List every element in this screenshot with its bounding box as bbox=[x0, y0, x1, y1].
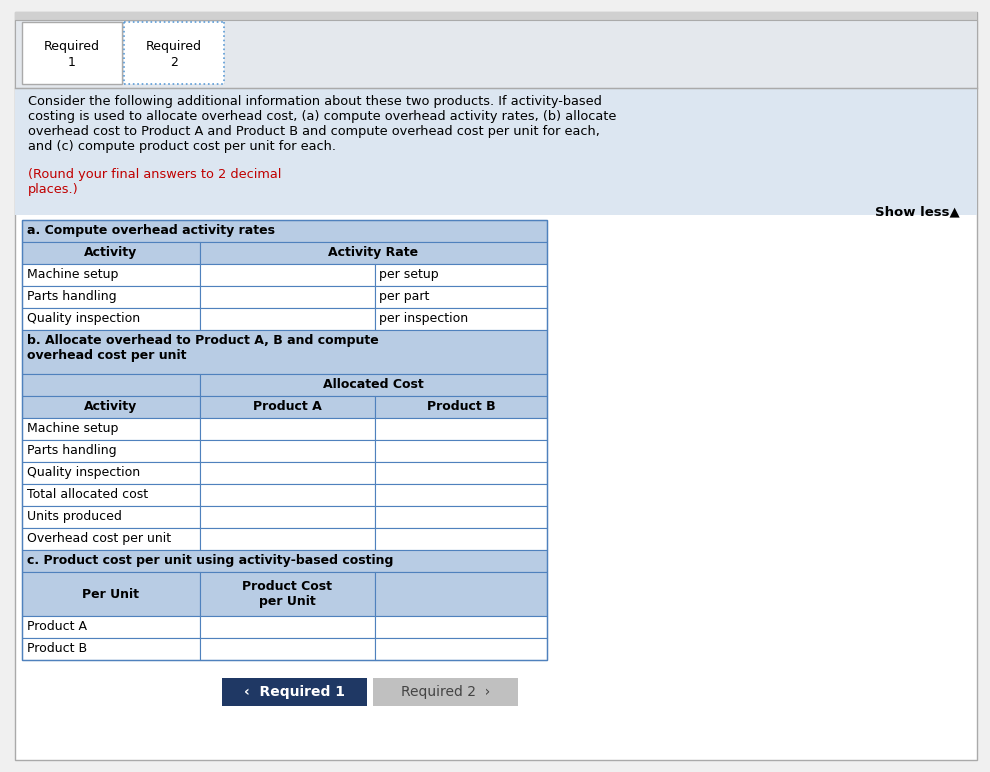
Bar bbox=[200, 462, 375, 484]
Text: Product A: Product A bbox=[253, 400, 322, 413]
Bar bbox=[375, 638, 547, 660]
Text: Required: Required bbox=[146, 40, 202, 53]
Text: Units produced: Units produced bbox=[27, 510, 122, 523]
Text: Activity: Activity bbox=[84, 246, 138, 259]
Bar bbox=[200, 286, 375, 308]
Bar bbox=[200, 616, 375, 638]
Text: Machine setup: Machine setup bbox=[27, 422, 119, 435]
Bar bbox=[22, 418, 200, 440]
Bar bbox=[375, 462, 547, 484]
Bar bbox=[200, 396, 375, 418]
Bar bbox=[15, 20, 977, 88]
Bar bbox=[22, 308, 200, 330]
Bar bbox=[375, 506, 547, 528]
Bar bbox=[22, 550, 547, 572]
Text: a. Compute overhead activity rates: a. Compute overhead activity rates bbox=[27, 224, 275, 237]
Text: Parts handling: Parts handling bbox=[27, 444, 117, 457]
Bar bbox=[22, 484, 200, 506]
Text: Show less▲: Show less▲ bbox=[875, 205, 960, 218]
Bar bbox=[200, 528, 375, 550]
Text: 2: 2 bbox=[170, 56, 178, 69]
Bar bbox=[22, 396, 200, 418]
Text: Allocated Cost: Allocated Cost bbox=[323, 378, 424, 391]
Bar bbox=[22, 638, 200, 660]
Text: per setup: per setup bbox=[379, 268, 439, 281]
Bar bbox=[373, 678, 518, 706]
Bar bbox=[22, 220, 547, 660]
Bar bbox=[200, 242, 547, 264]
Bar bbox=[22, 506, 200, 528]
Bar bbox=[375, 572, 547, 616]
Bar bbox=[15, 12, 977, 20]
Text: per part: per part bbox=[379, 290, 430, 303]
Text: 1: 1 bbox=[68, 56, 76, 69]
Text: Consider the following additional information about these two products. If activ: Consider the following additional inform… bbox=[28, 95, 617, 153]
Text: Product Cost
per Unit: Product Cost per Unit bbox=[243, 580, 333, 608]
Bar bbox=[22, 616, 200, 638]
Bar bbox=[22, 220, 547, 242]
Bar bbox=[22, 374, 200, 396]
Text: per inspection: per inspection bbox=[379, 312, 468, 325]
Text: (Round your final answers to 2 decimal
places.): (Round your final answers to 2 decimal p… bbox=[28, 168, 281, 196]
Bar bbox=[22, 286, 200, 308]
Bar bbox=[15, 88, 977, 215]
Bar bbox=[200, 418, 375, 440]
Bar bbox=[375, 418, 547, 440]
Bar bbox=[22, 462, 200, 484]
Bar bbox=[200, 308, 375, 330]
Bar bbox=[375, 396, 547, 418]
Text: Quality inspection: Quality inspection bbox=[27, 466, 141, 479]
Text: Activity Rate: Activity Rate bbox=[329, 246, 419, 259]
Text: Required: Required bbox=[44, 40, 100, 53]
Text: Product B: Product B bbox=[27, 642, 87, 655]
Bar bbox=[200, 484, 375, 506]
Bar bbox=[22, 440, 200, 462]
Text: Required 2  ›: Required 2 › bbox=[401, 685, 490, 699]
Bar bbox=[375, 528, 547, 550]
Bar bbox=[200, 440, 375, 462]
Text: Quality inspection: Quality inspection bbox=[27, 312, 141, 325]
Bar bbox=[200, 374, 547, 396]
Text: Product A: Product A bbox=[27, 620, 87, 633]
Text: Machine setup: Machine setup bbox=[27, 268, 119, 281]
Bar bbox=[22, 22, 122, 84]
Bar bbox=[375, 286, 547, 308]
Text: Per Unit: Per Unit bbox=[82, 587, 140, 601]
Bar bbox=[200, 638, 375, 660]
Bar bbox=[200, 264, 375, 286]
Bar bbox=[22, 264, 200, 286]
Bar bbox=[375, 616, 547, 638]
Text: Parts handling: Parts handling bbox=[27, 290, 117, 303]
Bar bbox=[200, 572, 375, 616]
Text: Activity: Activity bbox=[84, 400, 138, 413]
Text: b. Allocate overhead to Product A, B and compute
overhead cost per unit: b. Allocate overhead to Product A, B and… bbox=[27, 334, 379, 362]
Bar bbox=[222, 678, 367, 706]
Text: c. Product cost per unit using activity-based costing: c. Product cost per unit using activity-… bbox=[27, 554, 393, 567]
Bar bbox=[124, 22, 224, 84]
Text: Product B: Product B bbox=[427, 400, 495, 413]
Bar bbox=[200, 506, 375, 528]
Bar bbox=[375, 440, 547, 462]
Bar bbox=[22, 572, 200, 616]
Bar bbox=[22, 528, 200, 550]
Bar bbox=[22, 330, 547, 374]
Bar bbox=[375, 264, 547, 286]
Text: Overhead cost per unit: Overhead cost per unit bbox=[27, 532, 171, 545]
Text: ‹  Required 1: ‹ Required 1 bbox=[244, 685, 345, 699]
Bar bbox=[375, 484, 547, 506]
Text: Total allocated cost: Total allocated cost bbox=[27, 488, 148, 501]
Bar bbox=[375, 308, 547, 330]
Bar bbox=[22, 242, 200, 264]
